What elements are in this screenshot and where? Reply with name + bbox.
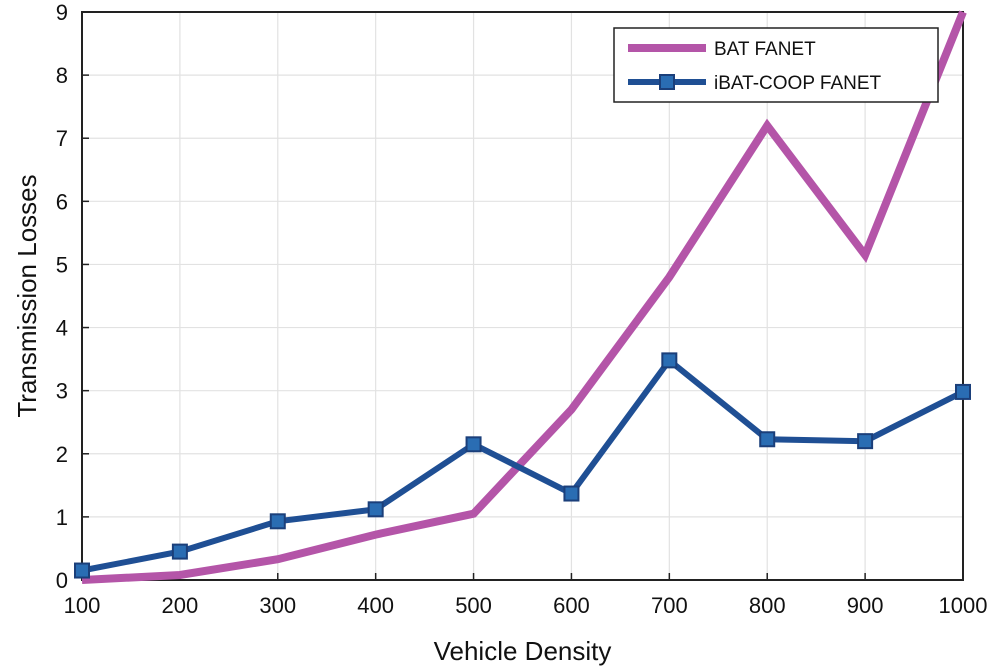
x-tick-label: 900 — [847, 593, 884, 618]
x-axis-label: Vehicle Density — [434, 636, 612, 666]
data-point-marker — [857, 433, 874, 450]
x-tick-label: 400 — [357, 593, 394, 618]
data-point-marker — [269, 513, 286, 530]
y-tick-label: 7 — [56, 126, 68, 151]
legend-marker — [659, 74, 675, 90]
x-tick-label: 1000 — [939, 593, 988, 618]
y-tick-label: 9 — [56, 0, 68, 25]
y-tick-label: 2 — [56, 442, 68, 467]
series-line — [81, 10, 967, 584]
series-line — [81, 356, 965, 574]
y-tick-label: 3 — [56, 379, 68, 404]
x-tick-label: 600 — [553, 593, 590, 618]
y-tick-label: 4 — [56, 316, 68, 341]
legend-label: BAT FANET — [714, 39, 816, 60]
data-point-marker — [759, 431, 776, 448]
axis-ticks: 100 200 300 400 500 600 700 800 900 1000 0 1 2 3 4 5 6 7 8… — [56, 0, 988, 618]
data-point-marker — [171, 543, 188, 560]
legend: BAT FANET iBAT-COOP FANET — [613, 27, 939, 103]
data-point-marker — [661, 352, 678, 369]
plot-area-frame — [81, 11, 964, 581]
series-bat-fanet — [81, 10, 967, 584]
x-tick-label: 800 — [749, 593, 786, 618]
series-layer — [74, 10, 971, 584]
x-tick-label: 500 — [455, 593, 492, 618]
series-ibat-coop-fanet — [74, 352, 971, 579]
x-tick-label: 300 — [259, 593, 296, 618]
x-tick-label: 700 — [651, 593, 688, 618]
data-point-marker — [955, 383, 971, 400]
y-tick-label: 0 — [56, 568, 68, 593]
y-tick-label: 5 — [56, 252, 68, 277]
x-tick-label: 100 — [64, 593, 101, 618]
x-tick-label: 200 — [162, 593, 199, 618]
data-point-marker — [465, 436, 482, 453]
data-point-marker — [367, 501, 384, 518]
legend-label: iBAT-COOP FANET — [714, 73, 882, 94]
y-axis-label: Transmission Losses — [12, 174, 42, 417]
y-tick-label: 6 — [56, 189, 68, 214]
y-tick-label: 8 — [56, 63, 68, 88]
y-tick-label: 1 — [56, 505, 68, 530]
data-point-marker — [563, 485, 580, 502]
data-point-marker — [74, 562, 90, 579]
